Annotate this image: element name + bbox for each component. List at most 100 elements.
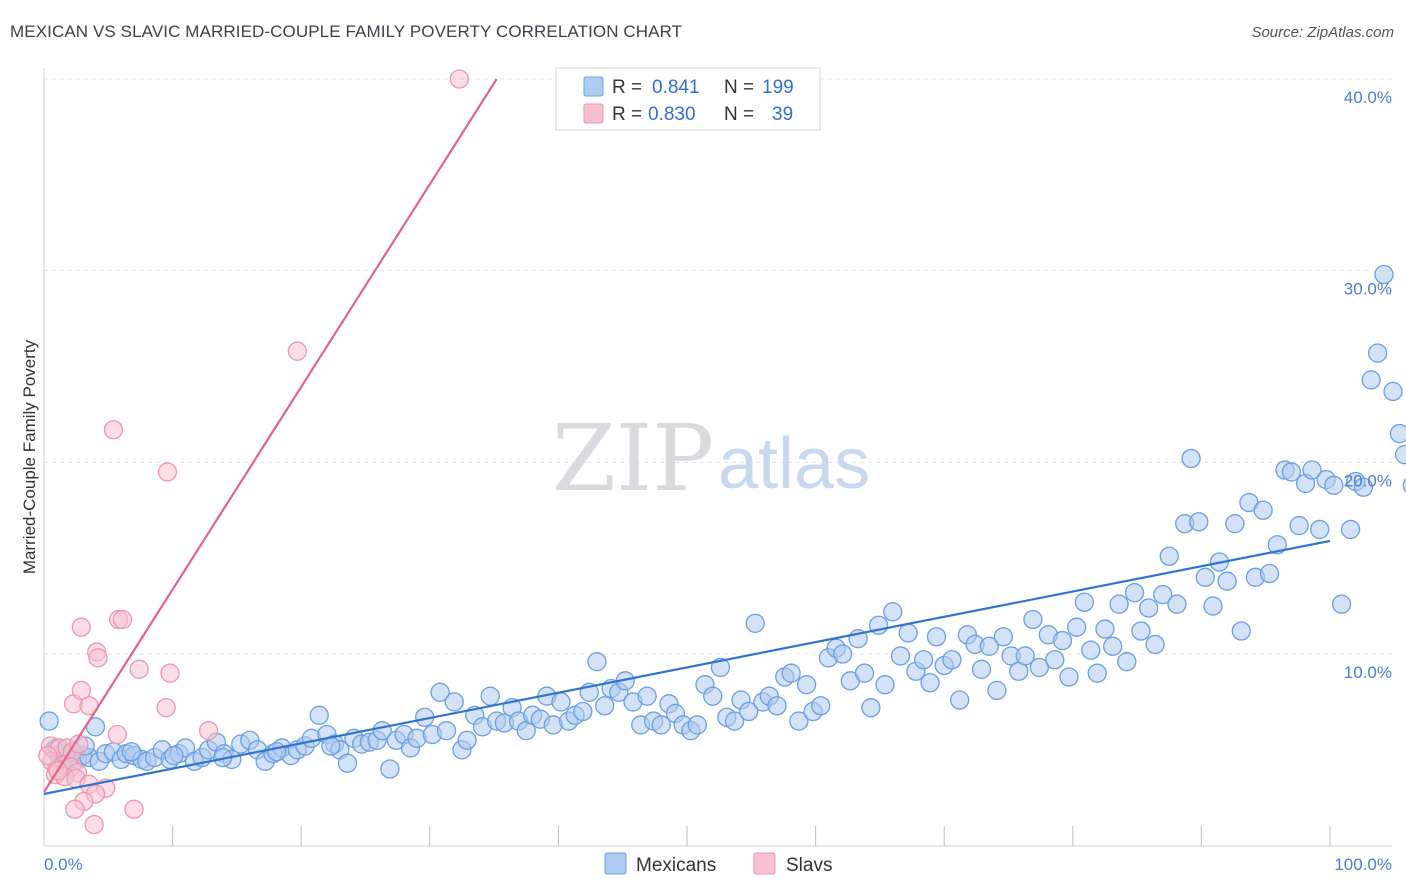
mexicans-point	[913, 650, 934, 670]
mexicans-point	[1310, 519, 1330, 540]
mexicans-point	[1267, 535, 1287, 555]
slavs-point	[71, 617, 91, 637]
mexicans-point	[1394, 445, 1406, 465]
x-tick-label-min: 0.0%	[44, 855, 83, 874]
mexicans-point	[1383, 381, 1403, 402]
mexicans-point	[987, 680, 1007, 701]
slavs-point	[157, 462, 178, 482]
mexicans-point	[1195, 567, 1215, 587]
mexicans-point	[942, 650, 962, 670]
mexicans-point	[854, 663, 875, 683]
mexicans-point	[121, 742, 142, 762]
mexicans-point	[1203, 596, 1223, 616]
mexicans-point	[1117, 652, 1137, 672]
mexicans-point	[436, 721, 457, 741]
mexicans-point	[1029, 657, 1050, 678]
chart-title: MEXICAN VS SLAVIC MARRIED-COUPLE FAMILY …	[10, 22, 683, 41]
watermark: ZIP atlas	[552, 405, 870, 512]
source-label: Source: ZipAtlas.com	[1251, 24, 1394, 41]
mexicans-point	[875, 675, 895, 695]
mexicans-point	[1225, 514, 1245, 534]
mexicans-point	[380, 759, 400, 779]
slavs-point	[69, 734, 89, 754]
mexicans-point	[993, 627, 1014, 647]
mexicans-point	[430, 682, 450, 702]
legend-bottom: Mexicans Slavs	[604, 852, 832, 876]
slavs-point	[160, 663, 180, 683]
slavs-point	[107, 724, 127, 745]
slavs-point	[38, 745, 58, 766]
mexicans-trend-line	[43, 539, 1331, 795]
mexicans-point	[949, 690, 970, 710]
mexicans-point	[1324, 475, 1344, 495]
y-tick-labels: 10.0% 20.0% 30.0% 40.0%	[1344, 88, 1392, 682]
legend-bottom-label-mexicans: Mexicans	[636, 855, 716, 876]
mexicans-point	[739, 701, 759, 722]
mexicans-point	[745, 613, 765, 633]
slavs-point	[84, 814, 104, 835]
grid-lines	[44, 78, 1392, 655]
y-tick-label: 10.0%	[1344, 663, 1392, 682]
slavs-point	[124, 799, 144, 819]
legend-n-label-mexicans: N =	[724, 77, 754, 98]
mexicans-point	[480, 686, 500, 706]
mexicans-point	[861, 698, 881, 718]
mexicans-point	[920, 673, 940, 693]
mexicans-point	[789, 711, 809, 731]
mexicans-point	[1289, 515, 1309, 536]
mexicans-point	[1302, 460, 1322, 480]
mexicans-point	[1331, 594, 1352, 614]
mexicans-point	[926, 627, 947, 647]
mexicans-point	[164, 745, 184, 766]
mexicans-point	[1389, 423, 1406, 444]
mexicans-point	[1217, 571, 1237, 591]
y-tick-label: 20.0%	[1344, 471, 1392, 490]
mexicans-point	[1259, 563, 1280, 584]
mexicans-point	[1124, 583, 1145, 603]
mexicans-point	[971, 659, 992, 679]
y-tick-label: 30.0%	[1344, 280, 1392, 299]
mexicans-point	[637, 686, 657, 706]
legend-bottom-label-slavs: Slavs	[786, 855, 832, 876]
slavs-trend-line	[43, 78, 498, 793]
legend-bottom-swatch-slavs	[753, 852, 776, 875]
mexicans-point	[309, 705, 329, 725]
mexicans-point	[1374, 264, 1394, 285]
legend-r-label-slavs: R =	[612, 104, 642, 125]
legend-n-value-mexicans: 199	[762, 77, 794, 98]
mexicans-point	[796, 675, 817, 695]
mexicans-point	[1087, 663, 1107, 683]
mexicans-point	[781, 663, 801, 683]
mexicans-point	[267, 742, 287, 762]
watermark-atlas: atlas	[718, 424, 870, 504]
slavs-point	[71, 680, 91, 701]
mexicans-point	[883, 602, 903, 622]
mexicans-point	[1109, 594, 1129, 614]
mexicans-point	[1167, 594, 1187, 614]
mexicans-point	[39, 711, 59, 731]
watermark-zip: ZIP	[552, 405, 714, 512]
mexicans-point	[979, 636, 999, 656]
mexicans-point	[767, 696, 787, 716]
mexicans-point	[1103, 636, 1123, 656]
mexicans-point	[1189, 512, 1209, 532]
mexicans-point	[1081, 640, 1101, 660]
legend-r-value-slavs: 0.830	[648, 104, 696, 125]
mexicans-point	[710, 657, 731, 678]
legend-bottom-swatch-mexicans	[604, 852, 627, 875]
slavs-point	[449, 69, 470, 89]
mexicans-point	[1402, 478, 1406, 493]
mexicans-point	[337, 753, 358, 773]
mexicans-point	[1045, 650, 1065, 670]
axes	[43, 68, 1392, 847]
mexicans-point	[1067, 617, 1087, 637]
slavs-point	[156, 698, 176, 718]
mexicans-point	[1052, 630, 1073, 651]
legend-swatch-mexicans	[583, 76, 604, 97]
slavs-point	[65, 799, 85, 819]
mexicans-point	[1015, 646, 1035, 666]
mexicans-point	[724, 711, 745, 731]
legend-r-label-mexicans: R =	[612, 77, 642, 98]
data-points	[38, 69, 1406, 835]
